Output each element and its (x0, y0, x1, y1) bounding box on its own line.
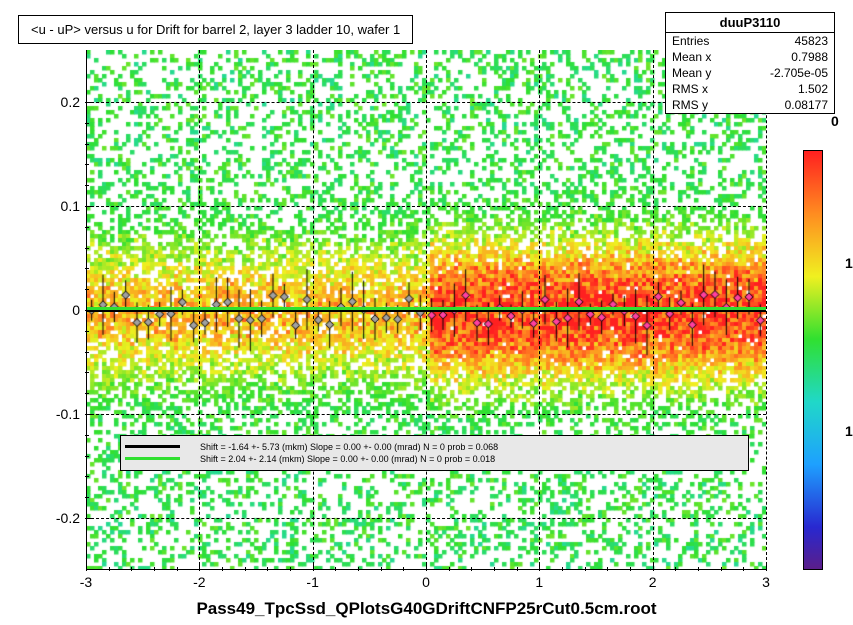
stats-key: Entries (672, 34, 709, 48)
plot-title: <u - uP> versus u for Drift for barrel 2… (31, 22, 400, 37)
colorbar-label: 1 (845, 423, 853, 439)
axis-frame (86, 50, 766, 570)
fit-legend-text: Shift = -1.64 +- 5.73 (mkm) Slope = 0.00… (200, 442, 498, 452)
stats-val: -2.705e-05 (770, 66, 828, 80)
stats-row: Entries 45823 (666, 33, 834, 49)
x-axis-label: 2 (638, 574, 668, 590)
stats-key: RMS x (672, 82, 708, 96)
stats-row: Mean x 0.7988 (666, 49, 834, 65)
file-label: Pass49_TpcSsd_QPlotsG40GDriftCNFP25rCut0… (0, 599, 853, 619)
stats-row: RMS x 1.502 (666, 81, 834, 97)
fit-legend-text: Shift = 2.04 +- 2.14 (mkm) Slope = 0.00 … (200, 454, 495, 464)
stats-val: 0.08177 (785, 98, 828, 112)
stats-val: 0.7988 (791, 50, 828, 64)
stats-val: 1.502 (798, 82, 828, 96)
gridline-v (766, 50, 767, 570)
y-axis-label: 0.1 (40, 198, 80, 214)
x-axis-label: -2 (184, 574, 214, 590)
stats-name: duuP3110 (666, 13, 834, 33)
y-axis-label: 0.2 (40, 94, 80, 110)
fit-legend-line (125, 457, 180, 460)
plot-title-box: <u - uP> versus u for Drift for barrel 2… (18, 15, 413, 44)
x-axis-label: -3 (71, 574, 101, 590)
tick (766, 563, 767, 571)
y-axis-label: 0 (40, 302, 80, 318)
fit-legend-line (125, 445, 180, 448)
stats-key: RMS y (672, 98, 708, 112)
stats-box: duuP3110 Entries 45823 Mean x 0.7988 Mean y -… (665, 12, 835, 114)
fit-legend-row: Shift = -1.64 +- 5.73 (mkm) Slope = 0.00… (125, 442, 744, 452)
y-axis-label: -0.1 (40, 406, 80, 422)
stats-key: Mean x (672, 50, 711, 64)
stats-row: RMS y 0.08177 (666, 97, 834, 113)
colorbar-label: 10 (845, 255, 853, 271)
stats-row: Mean y -2.705e-05 (666, 65, 834, 81)
stats-val: 45823 (795, 34, 828, 48)
stats-key: Mean y (672, 66, 711, 80)
x-axis-label: 3 (751, 574, 781, 590)
x-axis-label: -1 (298, 574, 328, 590)
fit-legend-row: Shift = 2.04 +- 2.14 (mkm) Slope = 0.00 … (125, 454, 744, 464)
fit-legend: Shift = -1.64 +- 5.73 (mkm) Slope = 0.00… (120, 435, 749, 471)
x-axis-label: 1 (524, 574, 554, 590)
colorbar (803, 150, 823, 570)
colorbar-extra-label: 0 (831, 113, 839, 129)
x-axis-label: 0 (411, 574, 441, 590)
y-axis-label: -0.2 (40, 510, 80, 526)
plot-area (86, 50, 766, 570)
